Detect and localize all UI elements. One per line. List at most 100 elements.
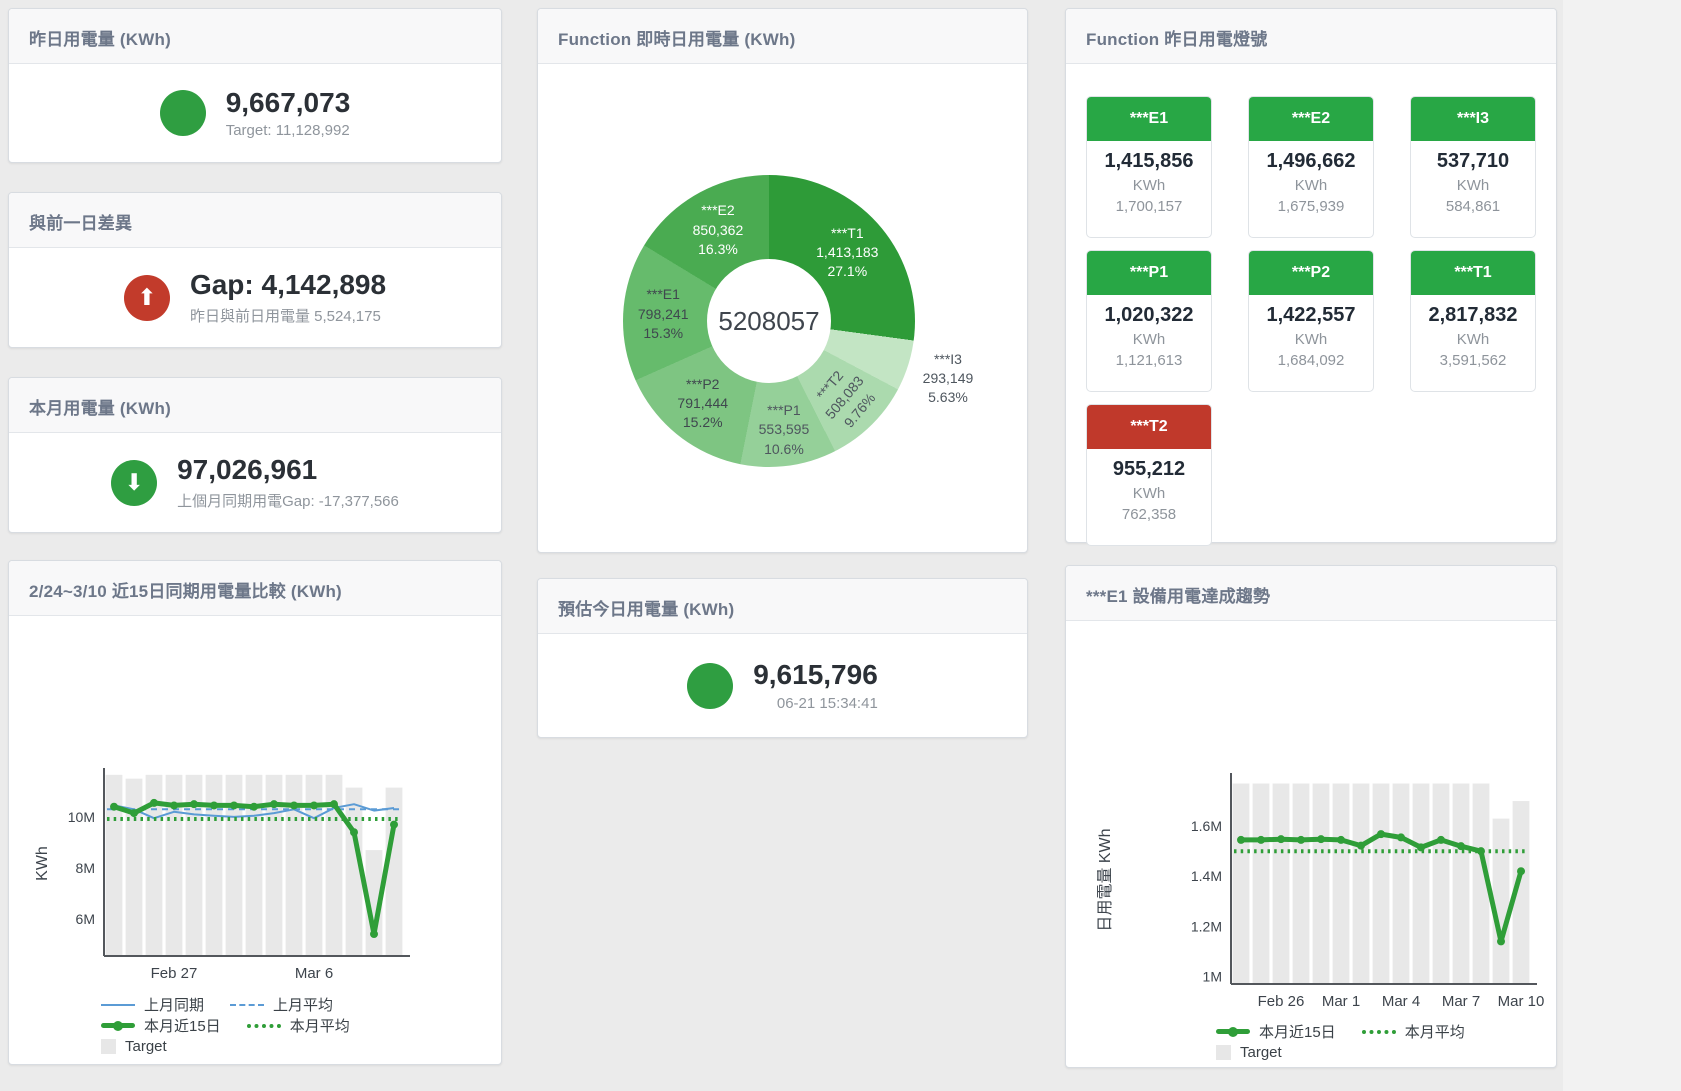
legend-item[interactable]: 本月近15日: [1216, 1021, 1336, 1042]
svg-text:6M: 6M: [76, 911, 95, 927]
light-tile-unit: KWh: [1294, 177, 1328, 194]
legend-label: 本月平均: [289, 1018, 350, 1035]
legend-swatch-green-thick: [101, 1023, 135, 1028]
light-tile-unit: KWh: [1294, 331, 1328, 348]
donut-slice-label: ***E1 798,241 15.3%: [637, 286, 689, 341]
light-tile: ***T2 955,212 KWh 762,358: [1086, 404, 1212, 546]
legend-label: 本月近15日: [144, 1018, 221, 1035]
kpi-value: Gap: 4,142,898: [189, 269, 387, 301]
light-tile-value: 537,710: [1436, 150, 1510, 172]
light-tile-body: 1,020,322 KWh 1,121,613: [1087, 295, 1211, 369]
light-tile-body: 955,212 KWh 762,358: [1087, 449, 1211, 523]
legend-item[interactable]: 上月平均: [230, 994, 333, 1015]
light-tile: ***T1 2,817,832 KWh 3,591,562: [1410, 250, 1536, 392]
compare-line-chart[interactable]: 6M 8M 10M Feb 27 Mar 6 KWh 上月同期 上月平均 本月近15日 本月平均 T…: [9, 765, 413, 1057]
svg-text:Mar 10: Mar 10: [1498, 993, 1545, 1010]
legend-label: 上月同期: [144, 997, 205, 1014]
status-circle-icon: [159, 90, 206, 136]
card-yesterday-usage: 昨日用電量 (KWh) 9,667,073 Target: 11,128,992: [8, 8, 502, 163]
card-title: 昨日用電量 (KWh): [9, 9, 501, 64]
light-tile-target: 1,684,092: [1277, 352, 1345, 369]
light-tile: ***P1 1,020,322 KWh 1,121,613: [1086, 250, 1212, 392]
light-tile-body: 537,710 KWh 584,861: [1411, 141, 1535, 215]
line-chart-svg: 1M 1.2M 1.4M 1.6M Feb 26 Mar 1 Mar 4 Mar 7 Mar 1…: [1097, 773, 1545, 1010]
svg-text:10M: 10M: [68, 809, 95, 825]
light-tile-unit: KWh: [1456, 177, 1490, 194]
legend-item[interactable]: 本月近15日: [101, 1015, 221, 1036]
card-title: 預估今日用電量 (KWh): [538, 579, 1027, 634]
card-day-gap: 與前一日差異 ⬆ Gap: 4,142,898 昨日與前日用電量 5,524,1…: [8, 192, 502, 348]
light-tile-status-header: ***P2: [1249, 251, 1373, 295]
card-yesterday-lights: Function 昨日用電燈號 ***E1 1,415,856 KWh 1,700,1…: [1065, 8, 1557, 546]
light-tile-target: 1,121,613: [1115, 352, 1183, 369]
card-title: Function 即時日用電量 (KWh): [538, 9, 1027, 64]
light-tile-value: 1,020,322: [1104, 304, 1194, 326]
donut-center-total: 5208057: [707, 259, 831, 383]
realtime-donut-chart[interactable]: 5208057 ***T1 1,413,183 27.1% ***I3 293,149 5…: [623, 175, 973, 467]
arrow-down-icon: ⬇: [111, 459, 158, 506]
light-tile-body: 1,415,856 KWh 1,700,157: [1087, 141, 1211, 215]
legend-item[interactable]: Target: [101, 1038, 167, 1055]
light-tile-value: 2,817,832: [1428, 304, 1518, 326]
svg-text:Mar 1: Mar 1: [1322, 993, 1360, 1010]
page-right-gutter: [1563, 0, 1681, 1091]
legend-swatch-blue-dashed: [230, 1003, 265, 1006]
legend-item[interactable]: 本月平均: [246, 1015, 350, 1036]
light-tile-unit: KWh: [1456, 331, 1490, 348]
svg-text:Mar 6: Mar 6: [295, 965, 333, 982]
chart-legend: 上月同期 上月平均 本月近15日 本月平均 Target: [101, 994, 413, 1057]
light-tile-target: 1,675,939: [1277, 198, 1345, 215]
legend-label: Target: [125, 1038, 167, 1055]
card-estimate-today: 預估今日用電量 (KWh) 9,615,796 06-21 15:34:41: [537, 578, 1028, 738]
kpi-subtitle: 昨日與前日用電量 5,524,175: [189, 307, 381, 325]
svg-text:Mar 4: Mar 4: [1382, 993, 1420, 1010]
light-tile-body: 1,496,662 KWh 1,675,939: [1249, 141, 1373, 215]
legend-swatch-blue-solid: [101, 1003, 135, 1006]
line-chart-svg: 6M 8M 10M Feb 27 Mar 6 KWh: [34, 768, 410, 982]
light-tile-target: 584,861: [1445, 198, 1501, 215]
card-title: Function 昨日用電燈號: [1066, 9, 1556, 64]
legend-swatch-green-dotted: [1361, 1029, 1396, 1034]
light-tile-body: 1,422,557 KWh 1,684,092: [1249, 295, 1373, 369]
card-title: 與前一日差異: [9, 193, 501, 248]
svg-text:8M: 8M: [76, 860, 95, 876]
light-tile-value: 1,496,662: [1266, 150, 1356, 172]
light-tile-unit: KWh: [1132, 485, 1166, 502]
svg-text:1.2M: 1.2M: [1191, 918, 1222, 934]
card-title: ***E1 設備用電達成趨勢: [1066, 566, 1556, 621]
legend-swatch-green-thick: [1216, 1029, 1250, 1034]
legend-label: 本月平均: [1404, 1024, 1465, 1041]
card-15day-compare-chart: 2/24~3/10 近15日同期用電量比較 (KWh) 6M 8M 10M Feb 2…: [8, 560, 502, 1065]
svg-text:1.6M: 1.6M: [1191, 818, 1222, 834]
legend-item[interactable]: Target: [1216, 1044, 1282, 1061]
legend-item[interactable]: 本月平均: [1361, 1021, 1465, 1042]
light-tile-target: 762,358: [1121, 506, 1177, 523]
card-title: 本月用電量 (KWh): [9, 378, 501, 433]
kpi-timestamp: 06-21 15:34:41: [776, 694, 878, 712]
legend-item[interactable]: 上月同期: [101, 994, 204, 1015]
donut-slice-label: ***E2 850,362 16.3%: [692, 202, 744, 258]
svg-text:KWh: KWh: [34, 846, 51, 881]
card-month-usage: 本月用電量 (KWh) ⬇ 97,026,961 上個月同期用電Gap: -17…: [8, 377, 502, 533]
light-tile-target: 1,700,157: [1115, 198, 1183, 215]
status-circle-icon: [687, 662, 734, 709]
light-tile-target: 3,591,562: [1439, 352, 1507, 369]
e1-trend-line-chart[interactable]: 1M 1.2M 1.4M 1.6M Feb 26 Mar 1 Mar 4 Mar 7 Mar 1…: [1066, 770, 1548, 1063]
legend-swatch-green-dotted: [246, 1023, 281, 1028]
svg-text:1M: 1M: [1203, 968, 1222, 984]
light-tile-unit: KWh: [1132, 177, 1166, 194]
light-tile-body: 2,817,832 KWh 3,591,562: [1411, 295, 1535, 369]
chart-legend: 本月近15日 本月平均 Target: [1216, 1021, 1548, 1063]
donut-slice-label: ***P2 791,444 15.2%: [677, 375, 729, 431]
light-tile: ***I3 537,710 KWh 584,861: [1410, 96, 1536, 238]
kpi-value: 97,026,961: [177, 454, 318, 486]
svg-text:Feb 26: Feb 26: [1258, 993, 1305, 1010]
svg-text:Mar 7: Mar 7: [1442, 993, 1480, 1010]
light-tile: ***P2 1,422,557 KWh 1,684,092: [1248, 250, 1374, 392]
donut-slice-label: ***T1 1,413,183 27.1%: [816, 224, 879, 280]
kpi-value: 9,615,796: [753, 659, 878, 691]
light-tile-status-header: ***I3: [1411, 97, 1535, 141]
card-realtime-donut: Function 即時日用電量 (KWh) 5208057 ***T1 1,413…: [537, 8, 1028, 553]
kpi-subtitle: 上個月同期用電Gap: -17,377,566: [177, 492, 399, 510]
legend-label: 本月近15日: [1259, 1024, 1336, 1041]
